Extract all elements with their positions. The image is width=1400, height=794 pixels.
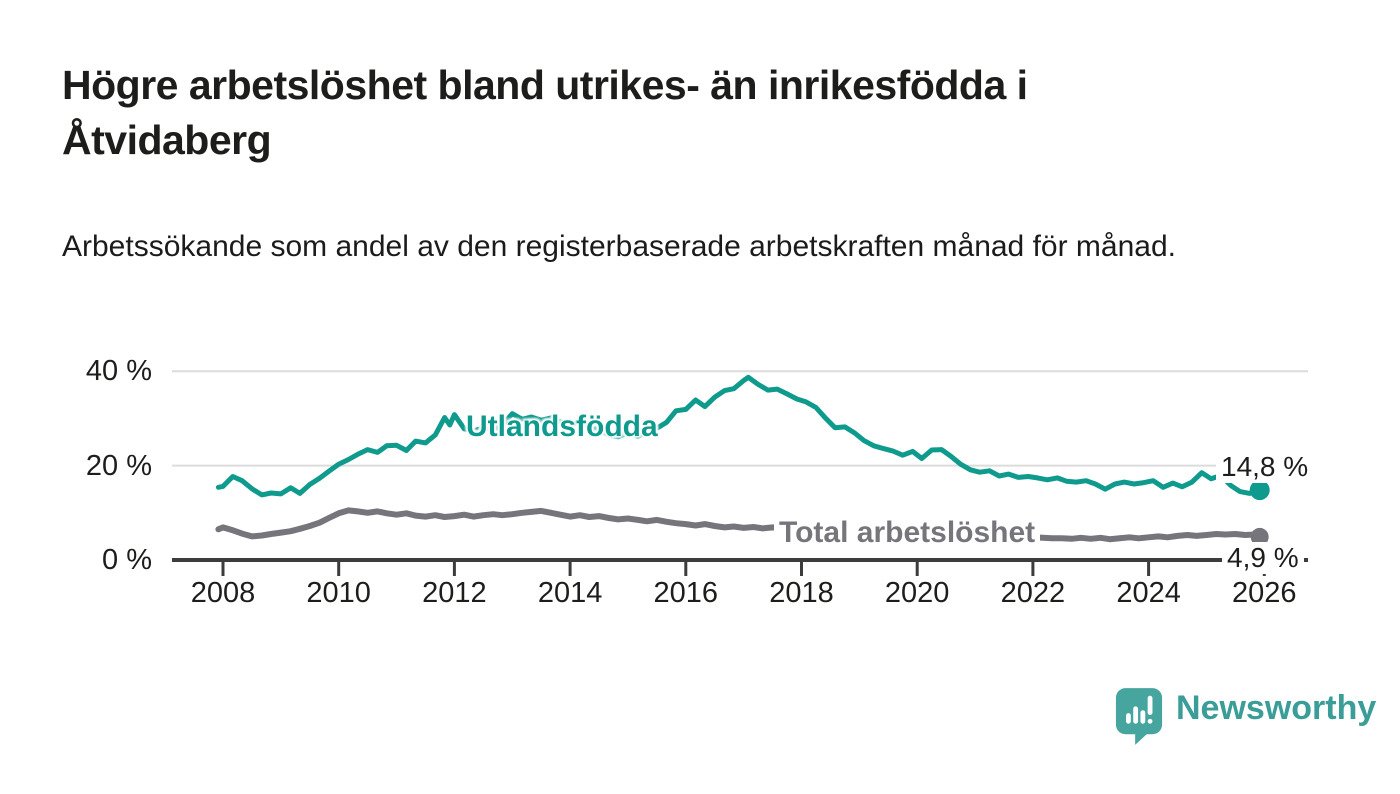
x-tick-label-2012: 2012 xyxy=(422,577,487,609)
x-tick-label-2008: 2008 xyxy=(190,577,256,609)
series-label-total-arbetsloshet: Total arbetslöshet xyxy=(774,516,1041,550)
series-label-utlandsfodda: Utlandsfödda xyxy=(466,410,658,443)
series-line-total xyxy=(215,507,1263,543)
chart-subtitle: Arbetssökande som andel av den registerb… xyxy=(62,230,1176,263)
end-value-label-utlandsfodda: 14,8 % xyxy=(1216,451,1314,483)
series-end-dot-utlandsfodda xyxy=(1249,480,1270,501)
newsworthy-logo-text: Newsworthy xyxy=(1176,689,1377,727)
y-tick-label-0: 0 % xyxy=(102,544,152,576)
x-tick-label-2014: 2014 xyxy=(537,577,603,609)
newsworthy-logo-icon xyxy=(1115,688,1163,745)
y-tick-label-20: 20 % xyxy=(85,449,152,482)
x-tick-label-2022: 2022 xyxy=(1000,577,1066,609)
newsworthy-logo: Newsworthy xyxy=(1114,686,1376,746)
end-value-label-total: 4,9 % xyxy=(1222,542,1304,574)
x-tick-label-2010: 2010 xyxy=(306,577,371,609)
chart-title: Högre arbetslöshet bland utrikes- än inr… xyxy=(62,62,1028,164)
speech-bubble-shape xyxy=(1115,688,1163,745)
y-tick-label-40: 40 % xyxy=(85,355,152,388)
x-tick-label-2020: 2020 xyxy=(884,577,950,609)
x-tick-label-2018: 2018 xyxy=(769,577,834,609)
series-end-dot-total xyxy=(1250,527,1269,546)
x-tick-label-2016: 2016 xyxy=(653,577,719,609)
series-line-utlandsfodda xyxy=(215,374,1263,498)
x-tick-label-2024: 2024 xyxy=(1116,577,1181,609)
x-tick-label-2026: 2026 xyxy=(1232,577,1297,609)
